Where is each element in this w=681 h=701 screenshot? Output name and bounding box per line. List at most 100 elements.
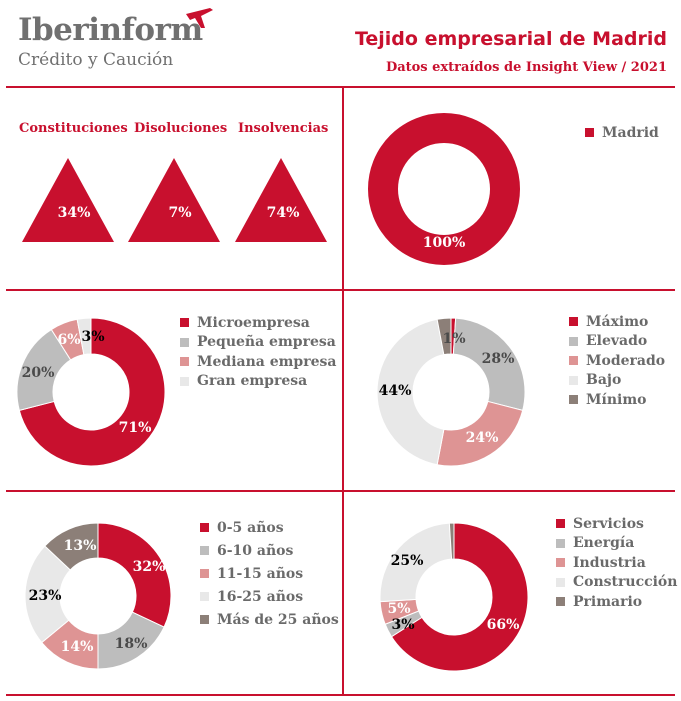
donut-chart-age: 32% 18% 14% 23% 13%: [24, 522, 172, 670]
legend-label: Madrid: [602, 124, 659, 141]
legend-swatch: [556, 538, 565, 548]
legend-item: Primario: [556, 592, 677, 612]
triangle-disoluciones: [128, 158, 220, 242]
legend-item: Microempresa: [180, 313, 336, 333]
triangle-stats: 34% 7% 74%: [22, 158, 327, 242]
donut-value-label: 32%: [133, 559, 166, 575]
legend-label: Construcción: [573, 574, 678, 591]
legend-label: Pequeña empresa: [197, 334, 336, 351]
legend-swatch: [180, 318, 189, 328]
legend-swatch: [200, 546, 209, 555]
legend-label: Servicios: [573, 515, 644, 532]
donut-value-label: 66%: [487, 617, 520, 633]
legend-label: 0-5 años: [217, 519, 284, 536]
legend-item: Moderado: [569, 351, 665, 371]
legend-label: Moderado: [586, 352, 666, 369]
stat-label-constituciones: Constituciones: [19, 121, 128, 136]
legend-label: Mínimo: [586, 391, 647, 408]
donut-slice-madrid: [368, 113, 520, 265]
donut-value-label: 24%: [466, 430, 499, 446]
legend-company-size: Microempresa Pequeña empresa Mediana emp…: [180, 313, 336, 391]
value-insolvencias: 74%: [267, 205, 300, 221]
donut-value-label: 20%: [22, 365, 55, 381]
donut-value-label: 3%: [391, 617, 414, 633]
legend-item: Pequeña empresa: [180, 333, 336, 353]
triangle-insolvencias: [235, 158, 327, 242]
legend-swatch: [200, 592, 209, 601]
donut-slice-m-nimo: [436, 317, 452, 356]
donut-value-label: 1%: [442, 331, 465, 347]
value-disoluciones: 7%: [168, 205, 191, 221]
legend-label: Microempresa: [197, 314, 310, 331]
donut-value-label: 28%: [482, 351, 515, 367]
donut-value-label: 14%: [61, 639, 94, 655]
legend-swatch: [569, 317, 578, 327]
legend-item: Madrid: [585, 123, 659, 143]
donut-slice-gran-empresa: [76, 317, 92, 356]
legend-label: Primario: [573, 593, 643, 610]
stat-label-insolvencias: Insolvencias: [238, 121, 329, 136]
donut-value-label: 13%: [64, 538, 97, 554]
legend-label: 11-15 años: [217, 565, 304, 582]
legend-swatch: [200, 615, 209, 624]
donut-chart-risk: 1% 28% 24% 44%: [376, 317, 526, 467]
legend-swatch: [556, 558, 565, 568]
legend-label: Industria: [573, 554, 646, 571]
legend-swatch: [585, 128, 594, 138]
legend-risk: Máximo Elevado Moderado Bajo Mínimo: [569, 312, 665, 410]
legend-swatch: [200, 523, 209, 532]
donut-value-label: 23%: [29, 588, 62, 604]
legend-label: Energía: [573, 535, 635, 552]
donut-value-label: 6%: [57, 332, 80, 348]
legend-item: Construcción: [556, 573, 677, 593]
donut-slice-m-s-de-25-a-os: [44, 522, 99, 571]
donut-slice-servicios: [390, 522, 529, 672]
donut-value-label: 100%: [423, 235, 466, 251]
legend-swatch: [569, 336, 578, 346]
donut-value-label: 18%: [115, 636, 148, 652]
legend-age: 0-5 años 6-10 años 11-15 años 16-25 años…: [200, 516, 339, 631]
donut-chart-company-size: 71% 20% 6% 3%: [16, 317, 166, 467]
logo-wordmark: Iberinform: [18, 12, 203, 48]
legend-item: Servicios: [556, 514, 677, 534]
legend-label: Bajo: [586, 372, 622, 389]
legend-item: Máximo: [569, 312, 665, 332]
legend-label: Elevado: [586, 333, 648, 350]
donut-value-label: 25%: [391, 553, 424, 569]
donut-value-label: 5%: [387, 601, 410, 617]
legend-label: Máximo: [586, 313, 649, 330]
legend-label: 16-25 años: [217, 588, 304, 605]
donut-value-label: 44%: [379, 383, 412, 399]
legend-swatch: [569, 356, 578, 366]
legend-swatch: [556, 577, 565, 587]
legend-swatch: [180, 376, 189, 386]
donut-value-label: 3%: [81, 329, 104, 345]
donut-slice-primario: [448, 522, 455, 560]
legend-sector: Servicios Energía Industria Construcción…: [556, 514, 677, 612]
page-title: Tejido empresarial de Madrid: [354, 28, 667, 50]
donut-slice-microempresa: [18, 317, 166, 467]
donut-chart-sector: 66% 3%5% 25%: [379, 522, 529, 672]
legend-swatch: [569, 395, 578, 405]
donut-value-label: 71%: [119, 420, 152, 436]
divider-bottom: [6, 694, 675, 696]
legend-item: Más de 25 años: [200, 608, 339, 631]
divider-row-2: [6, 490, 675, 492]
legend-item: Elevado: [569, 332, 665, 352]
legend-item: 6-10 años: [200, 539, 339, 562]
legend-item: 16-25 años: [200, 585, 339, 608]
legend-label: 6-10 años: [217, 542, 294, 559]
donut-chart-region: 100%: [368, 113, 520, 265]
stat-label-disoluciones: Disoluciones: [134, 121, 228, 136]
legend-region: Madrid: [585, 123, 659, 143]
legend-swatch: [569, 375, 578, 385]
logo-subtitle: Crédito y Caución: [18, 50, 174, 70]
legend-item: 11-15 años: [200, 562, 339, 585]
legend-label: Más de 25 años: [217, 611, 339, 628]
legend-swatch: [556, 597, 565, 607]
donut-slice-construcci-n: [379, 522, 453, 603]
triangle-constituciones: [22, 158, 114, 242]
legend-item: Energía: [556, 534, 677, 554]
legend-swatch: [180, 337, 189, 347]
